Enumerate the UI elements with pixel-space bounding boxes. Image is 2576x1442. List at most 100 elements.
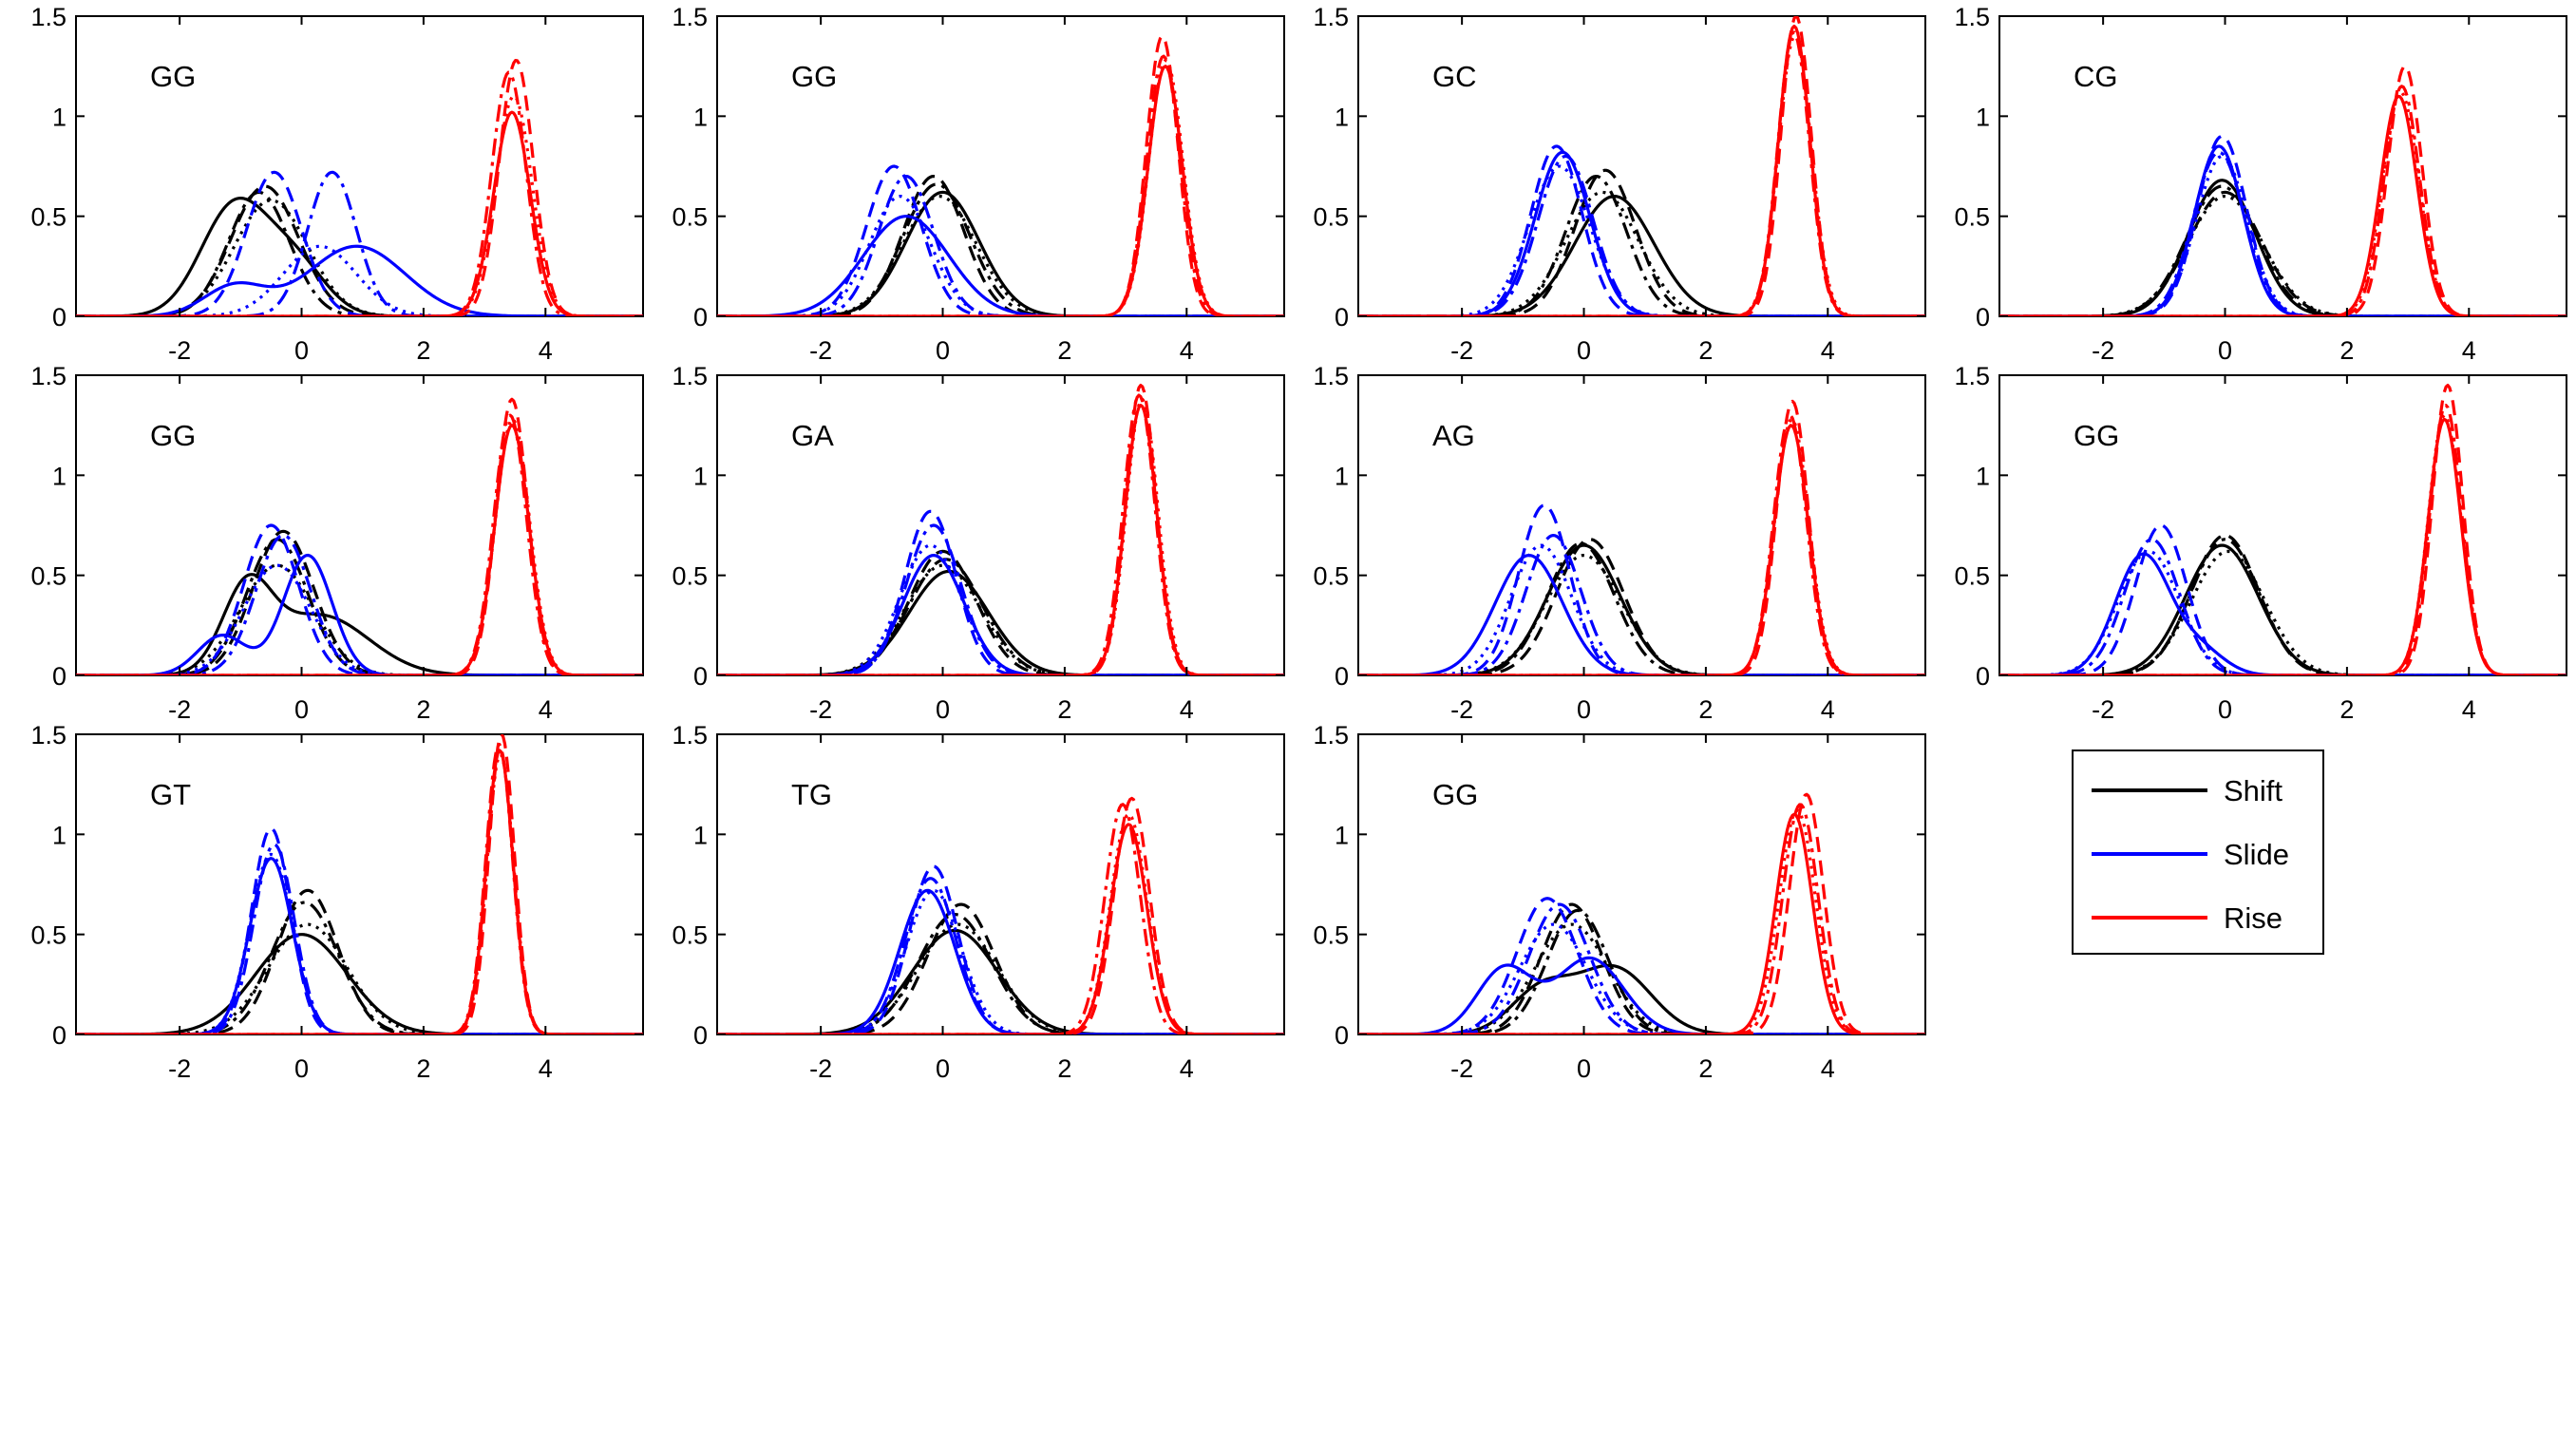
x-tick-label: -2: [809, 695, 832, 724]
panel-label: GG: [2074, 419, 2119, 452]
x-tick-label: 4: [539, 336, 553, 365]
panel-label: GG: [1432, 778, 1478, 811]
x-tick-label: 2: [1698, 1054, 1713, 1083]
chart-panel-5: 0 0.5 1 1.5 -2 0 2 4 GG: [30, 362, 644, 724]
legend-entry-rise: Rise: [2092, 901, 2282, 935]
x-tick-label: 2: [2339, 336, 2354, 365]
series-rise-solid: [76, 110, 643, 316]
series-group: [1358, 16, 1925, 316]
x-tick-label: 2: [1057, 1054, 1071, 1083]
axes-box: [1357, 15, 1926, 317]
series-shift-dashed: [717, 549, 1284, 675]
series-rise-dashdot: [76, 70, 643, 316]
series-shift-dashed: [1358, 902, 1925, 1034]
y-tick-label: 0: [693, 1021, 708, 1050]
chart-panel-9: 0 0.5 1 1.5 -2 0 2 4 GT: [30, 721, 644, 1083]
series-slide-dashed: [717, 509, 1284, 675]
axes-box: [716, 15, 1285, 317]
x-tick-label: 2: [416, 336, 430, 365]
x-tick-label: 4: [2462, 695, 2476, 724]
series-group: [717, 796, 1284, 1034]
y-tick-label: 0.5: [1954, 562, 1990, 591]
y-tick-label: 1: [1335, 462, 1349, 490]
series-slide-dotted: [1358, 543, 1925, 675]
x-tick-label: 4: [1821, 336, 1835, 365]
series-rise-dashdot: [76, 413, 643, 675]
y-tick-label: 0.5: [1313, 921, 1349, 950]
x-tick-label: -2: [1450, 336, 1473, 365]
series-rise-solid: [717, 404, 1284, 675]
x-tick-label: 4: [1180, 1054, 1194, 1083]
y-tick-label: 1: [1976, 462, 1990, 490]
axes-box: [1998, 374, 2567, 676]
panel-label: GT: [150, 778, 191, 811]
legend: Shift Slide Rise: [2072, 749, 2324, 955]
axes-box: [716, 733, 1285, 1035]
series-group: [76, 59, 643, 316]
y-tick-label: 0.5: [1313, 562, 1349, 591]
series-slide-dashdot: [76, 170, 643, 316]
panel-label: GA: [791, 419, 834, 452]
y-tick-label: 1.5: [30, 721, 66, 749]
x-tick-label: 2: [416, 695, 430, 724]
axes-box: [75, 374, 644, 676]
x-tick-label: 0: [1577, 1054, 1591, 1083]
chart-panel-4: 0 0.5 1 1.5 -2 0 2 4 CG: [1954, 3, 2567, 365]
series-rise-dotted: [717, 58, 1284, 316]
chart-panel-1: 0 0.5 1 1.5 -2 0 2 4 GG: [30, 3, 644, 365]
y-tick-label: 0.5: [30, 562, 66, 591]
series-slide-dashdot: [717, 877, 1284, 1034]
y-tick-label: 0: [52, 1021, 66, 1050]
series-slide-dotted: [717, 195, 1284, 316]
y-tick-label: 1.5: [30, 362, 66, 390]
series-slide-dashed: [1999, 134, 2567, 316]
series-group: [717, 383, 1284, 675]
x-tick-label: 2: [1698, 695, 1713, 724]
x-tick-label: 0: [2218, 695, 2232, 724]
series-group: [1999, 65, 2567, 316]
x-tick-label: 4: [1180, 695, 1194, 724]
y-tick-label: 0: [1335, 303, 1349, 332]
y-tick-label: 1: [1335, 103, 1349, 131]
y-tick-label: 1: [693, 103, 708, 131]
series-shift-dashed: [1358, 538, 1925, 675]
y-tick-label: 0.5: [30, 921, 66, 950]
axes-box: [1357, 374, 1926, 676]
x-tick-label: 0: [1577, 695, 1591, 724]
series-rise-dotted: [76, 753, 643, 1034]
axes-box: [716, 374, 1285, 676]
panels: 0 0.5 1 1.5 -2 0 2 4 GG 0 0.5 1 1.5 -2 0 2 4 GG 0 0.5 1 1.5 -2…: [30, 3, 2567, 1083]
x-tick-label: 0: [1577, 336, 1591, 365]
y-tick-label: 1.5: [672, 362, 708, 390]
y-tick-label: 1: [1335, 821, 1349, 849]
legend-label-shift: Shift: [2224, 774, 2282, 807]
y-tick-label: 0.5: [30, 203, 66, 232]
series-rise-solid: [1358, 812, 1925, 1034]
panel-label: TG: [791, 778, 832, 811]
x-tick-label: -2: [168, 1054, 191, 1083]
x-tick-label: 0: [2218, 336, 2232, 365]
series-group: [1358, 792, 1925, 1034]
series-shift-dashed: [717, 902, 1284, 1034]
x-tick-label: 0: [294, 1054, 309, 1083]
x-tick-label: 4: [539, 695, 553, 724]
chart-panel-7: 0 0.5 1 1.5 -2 0 2 4 AG: [1313, 362, 1926, 724]
y-tick-label: 1.5: [1954, 3, 1990, 31]
x-tick-label: 4: [539, 1054, 553, 1083]
series-rise-solid: [717, 65, 1284, 316]
series-rise-dashdot: [1358, 413, 1925, 675]
legend-label-slide: Slide: [2224, 838, 2289, 871]
y-tick-label: 0: [52, 303, 66, 332]
series-group: [76, 734, 643, 1034]
x-tick-label: 2: [416, 1054, 430, 1083]
x-tick-label: -2: [168, 695, 191, 724]
y-tick-label: 1.5: [1313, 362, 1349, 390]
y-tick-label: 0.5: [1313, 203, 1349, 232]
x-tick-label: 4: [1821, 1054, 1835, 1083]
y-tick-label: 1.5: [1313, 3, 1349, 31]
x-tick-label: 0: [936, 695, 950, 724]
series-slide-dashed: [1999, 523, 2567, 675]
x-tick-label: -2: [168, 336, 191, 365]
y-tick-label: 0: [1335, 1021, 1349, 1050]
